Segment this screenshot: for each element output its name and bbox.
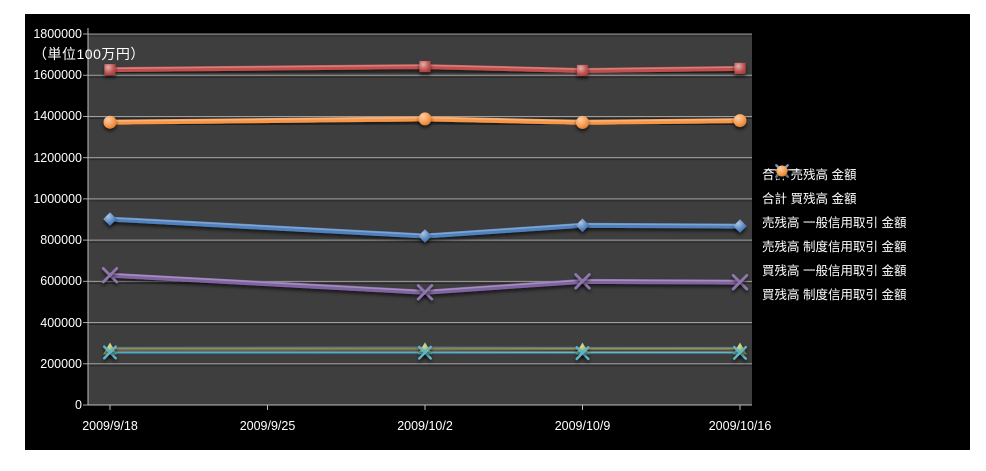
y-axis-tick-label: 200000 — [40, 356, 82, 371]
chart-canvas: （単位100万円） 1800000 1600000 1400000 1200000 10… — [25, 14, 970, 450]
y-axis-tick-label: 1000000 — [33, 191, 82, 206]
series-4-markers — [102, 344, 747, 362]
legend-label: 売残高 一般信用取引 金額 — [762, 215, 907, 230]
series-1-markers — [104, 60, 746, 77]
x-axis-tick-label: 2009/10/9 — [554, 419, 611, 433]
x-axis-tick-label: 2009/9/25 — [239, 419, 296, 433]
legend-label: 買残高 制度信用取引 金額 — [762, 287, 907, 302]
x-axis-tick-label: 2009/9/18 — [82, 419, 138, 433]
legend: 合計 売残高 金額 合計 買残高 金額 売残高 一般信用取引 金額 売残高 制度信用取… — [762, 161, 906, 305]
x-axis-tick-label: 2009/10/16 — [708, 419, 772, 433]
series-4-line — [102, 344, 747, 362]
series-1-line — [104, 60, 746, 77]
legend-item-1: 合計 買残高 金額 — [762, 166, 906, 209]
legend-label: 合計 買残高 金額 — [762, 191, 857, 206]
series-5-line — [103, 112, 747, 129]
y-axis-tick-label: 1600000 — [33, 68, 82, 83]
legend-label: 買残高 一般信用取引 金額 — [762, 263, 907, 278]
unit-label: （単位100万円） — [33, 46, 145, 62]
y-axis-tick-label: 1400000 — [33, 109, 82, 124]
y-axis-tick-label: 1200000 — [33, 150, 82, 165]
series-3-line — [101, 266, 749, 301]
series-0-line — [103, 212, 747, 243]
series-5-markers — [103, 112, 747, 129]
y-axis-tick-label: 800000 — [40, 233, 82, 248]
y-axis-tick-label: 400000 — [40, 315, 82, 330]
x-axis-tick-label: 2009/10/2 — [397, 419, 453, 433]
y-axis-tick-label: 0 — [75, 398, 82, 412]
legend-item-2: 売残高 一般信用取引 金額 — [762, 165, 907, 233]
y-axis-tick-label: 1800000 — [33, 27, 82, 41]
line-chart — [83, 28, 752, 410]
series-3-markers — [101, 266, 749, 301]
legend-label: 売残高 制度信用取引 金額 — [762, 239, 907, 254]
legend-marker-circle-icon — [762, 165, 802, 177]
legend-item-5: 買残高 制度信用取引 金額 — [762, 165, 907, 305]
legend-item-3: 売残高 制度信用取引 金額 — [762, 164, 907, 257]
plot-area — [88, 34, 752, 405]
y-axis-tick-label: 600000 — [40, 274, 82, 289]
axes — [87, 28, 752, 410]
legend-item-4: 買残高 一般信用取引 金額 — [762, 164, 907, 281]
series-0-markers — [103, 212, 747, 243]
